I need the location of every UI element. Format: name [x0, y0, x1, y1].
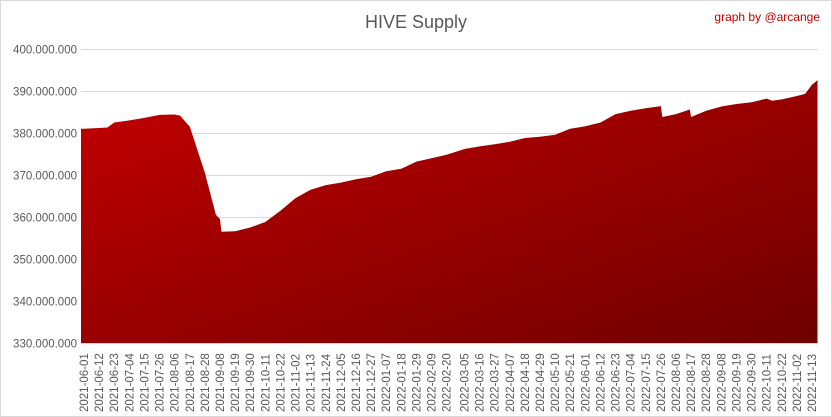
x-tick-label: 2021-07-26: [155, 353, 167, 412]
x-tick-label: 2022-03-16: [475, 353, 487, 412]
x-tick-label: 2022-05-10: [550, 353, 562, 412]
x-tick-label: 2022-03-27: [490, 353, 502, 412]
x-tick-label: 2022-05-21: [565, 353, 577, 412]
x-tick-label: 2022-07-26: [656, 353, 668, 412]
x-tick-label: 2022-04-07: [505, 353, 517, 412]
y-tick-label: 330.000.000: [13, 339, 77, 351]
y-tick-label: 350.000.000: [13, 255, 77, 267]
x-tick-label: 2021-06-01: [79, 353, 91, 412]
x-tick-label: 2021-09-08: [215, 353, 227, 412]
x-tick-label: 2022-01-29: [411, 353, 423, 412]
y-tick-label: 390.000.000: [13, 87, 77, 99]
y-tick-label: 400.000.000: [13, 45, 77, 57]
x-tick-label: 2022-08-17: [686, 353, 698, 412]
x-tick-label: 2021-06-12: [94, 353, 106, 412]
y-tick-label: 370.000.000: [13, 171, 77, 183]
x-tick-label: 2021-09-30: [245, 353, 257, 412]
credit-annotation: graph by @arcange: [714, 10, 820, 24]
x-tick-label: 2022-01-07: [381, 353, 393, 412]
x-axis-ticks: 2021-06-01 2021-06-12 2021-06-23 2021-07-04…: [79, 353, 819, 412]
x-tick-label: 2022-04-29: [535, 353, 547, 412]
y-tick-label: 360.000.000: [13, 213, 77, 225]
x-tick-label: 2022-08-28: [701, 353, 713, 412]
x-tick-label: 2022-09-08: [716, 353, 728, 412]
x-tick-label: 2021-12-16: [351, 353, 363, 412]
x-tick-label: 2022-02-09: [427, 353, 439, 412]
chart-title: HIVE Supply: [365, 12, 467, 32]
x-tick-label: 2021-08-06: [170, 353, 182, 412]
x-tick-label: 2022-11-02: [792, 354, 804, 412]
x-tick-label: 2022-06-23: [611, 353, 623, 412]
x-tick-label: 2021-11-13: [306, 354, 318, 412]
x-tick-label: 2022-09-30: [747, 353, 759, 412]
x-tick-label: 2021-08-28: [200, 353, 212, 412]
x-tick-label: 2021-08-17: [185, 353, 197, 412]
x-tick-label: 2022-02-20: [442, 353, 454, 412]
x-tick-label: 2021-06-23: [109, 353, 121, 412]
x-tick-label: 2022-06-12: [596, 353, 608, 412]
x-tick-label: 2022-03-05: [460, 353, 472, 412]
y-tick-label: 340.000.000: [13, 297, 77, 309]
x-tick-label: 2021-11-24: [321, 353, 333, 412]
x-tick-label: 2021-11-02: [291, 354, 303, 412]
x-tick-label: 2022-01-18: [396, 353, 408, 412]
x-tick-label: 2022-11-13: [807, 354, 819, 412]
x-tick-label: 2022-10-22: [777, 353, 789, 412]
x-tick-label: 2021-12-05: [336, 353, 348, 412]
x-tick-label: 2021-09-19: [230, 353, 242, 412]
x-tick-label: 2022-04-18: [520, 353, 532, 412]
area-series: [81, 80, 818, 343]
x-tick-label: 2022-08-06: [671, 353, 683, 412]
y-tick-label: 380.000.000: [13, 129, 77, 141]
x-tick-label: 2021-10-22: [275, 353, 287, 412]
x-tick-label: 2021-12-27: [366, 353, 378, 412]
x-tick-label: 2022-09-19: [732, 353, 744, 412]
x-tick-label: 2021-07-04: [124, 353, 136, 412]
x-tick-label: 2021-07-15: [139, 353, 151, 412]
supply-area: [81, 80, 818, 343]
x-tick-label: 2021-10-11: [260, 354, 272, 412]
x-tick-label: 2022-07-04: [626, 353, 638, 412]
y-axis-ticks: 330.000.000 340.000.000 350.000.000 360.000…: [13, 45, 77, 351]
x-tick-label: 2022-06-01: [580, 353, 592, 412]
x-tick-label: 2022-07-15: [641, 353, 653, 412]
x-tick-label: 2022-10-11: [762, 354, 774, 412]
